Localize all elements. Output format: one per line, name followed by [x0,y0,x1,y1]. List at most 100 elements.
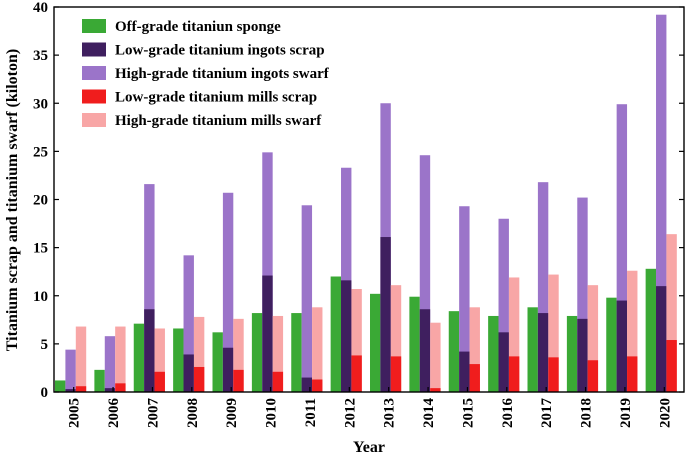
legend-swatch-2 [82,66,106,80]
x-tick-label: 2006 [106,398,122,429]
bar-high-grade-titanium-ingots-swarf-2007 [144,184,155,392]
bars-group [55,14,677,393]
legend-swatch-4 [82,113,106,127]
x-tick-label: 2011 [303,398,319,427]
bar-low-grade-titanium-mills-scrap-2010 [272,371,284,392]
bar-low-grade-titanium-mills-scrap-2016 [508,356,520,392]
bar-high-grade-titanium-mills-swarf-2010 [272,315,284,392]
axes-group: 0 5 10 15 20 25 30 35 40 2005 2006 2007 2008 2009 2010… [33,0,684,428]
bar-low-grade-titanium-mills-scrap-2006 [115,383,126,392]
bar-off-grade-titaniun-sponge-2005 [55,380,66,392]
bar-off-grade-titaniun-sponge-2018 [566,315,578,392]
bar-high-grade-titanium-ingots-swarf-2020 [656,14,667,392]
y-tick-label: 35 [33,48,48,64]
bar-high-grade-titanium-ingots-swarf-2019 [616,104,628,393]
bar-high-grade-titanium-mills-swarf-2020 [666,234,677,392]
legend-label-4: High-grade titanium mills swarf [115,113,322,129]
bar-low-grade-titanium-ingots-scrap-2008 [183,354,194,392]
bar-low-grade-titanium-ingots-scrap-2014 [419,309,431,392]
x-tick-label: 2016 [500,398,516,429]
x-tick-label: 2015 [460,398,476,428]
bar-off-grade-titaniun-sponge-2008 [173,328,184,392]
y-tick-label: 40 [33,0,48,16]
bar-high-grade-titanium-ingots-swarf-2017 [537,182,549,392]
bar-high-grade-titanium-mills-swarf-2016 [508,277,520,392]
bar-high-grade-titanium-ingots-swarf-2018 [577,197,588,392]
x-tick-label: 2005 [67,398,83,428]
bar-high-grade-titanium-mills-swarf-2007 [154,328,165,392]
bar-high-grade-titanium-ingots-swarf-2011 [301,205,313,392]
bar-low-grade-titanium-mills-scrap-2005 [75,386,87,392]
legend: Off-grade titaniun sponge Low-grade titan… [82,19,330,129]
x-axis-title: Year [353,439,385,456]
bar-off-grade-titaniun-sponge-2020 [645,268,657,392]
legend-swatch-1 [82,42,106,57]
legend-label-2: High-grade titanium ingots swarf [115,66,330,82]
bar-low-grade-titanium-ingots-scrap-2018 [577,318,588,392]
bar-off-grade-titaniun-sponge-2015 [448,311,460,392]
y-tick-label: 25 [33,144,48,160]
bar-high-grade-titanium-mills-swarf-2013 [390,285,402,392]
y-tick-label: 5 [41,337,49,353]
bar-high-grade-titanium-mills-swarf-2008 [193,316,205,392]
bar-off-grade-titaniun-sponge-2007 [133,323,145,392]
x-tick-label: 2019 [618,398,634,428]
bar-high-grade-titanium-ingots-swarf-2005 [65,349,76,392]
bar-low-grade-titanium-mills-scrap-2012 [351,355,362,392]
y-tick-label: 20 [33,193,48,209]
bar-low-grade-titanium-mills-scrap-2013 [390,356,402,392]
bar-low-grade-titanium-ingots-scrap-2019 [616,300,628,392]
x-tick-label: 2017 [539,398,555,429]
bar-high-grade-titanium-ingots-swarf-2015 [459,206,470,392]
y-tick-label: 30 [33,96,48,112]
legend-label-0: Off-grade titaniun sponge [115,19,281,35]
bar-high-grade-titanium-ingots-swarf-2010 [262,152,273,392]
bar-high-grade-titanium-ingots-swarf-2014 [419,155,431,392]
bar-off-grade-titaniun-sponge-2010 [251,313,263,392]
x-tick-label: 2008 [185,398,201,428]
bar-low-grade-titanium-ingots-scrap-2005 [65,389,76,392]
x-tick-label: 2012 [342,398,358,428]
x-tick-label: 2014 [421,398,437,429]
bar-high-grade-titanium-mills-swarf-2009 [233,318,244,392]
bar-off-grade-titaniun-sponge-2016 [488,315,499,392]
bar-low-grade-titanium-ingots-scrap-2015 [459,351,470,392]
bar-high-grade-titanium-mills-swarf-2011 [312,307,323,392]
y-tick-label: 0 [41,385,49,401]
bar-high-grade-titanium-mills-swarf-2012 [351,289,362,392]
bar-low-grade-titanium-mills-scrap-2007 [154,371,165,392]
bar-low-grade-titanium-mills-scrap-2011 [312,379,323,392]
bar-low-grade-titanium-mills-scrap-2008 [193,366,205,392]
bar-high-grade-titanium-ingots-swarf-2012 [341,167,352,392]
bar-low-grade-titanium-mills-scrap-2014 [430,388,441,392]
bar-off-grade-titaniun-sponge-2006 [94,369,105,392]
bar-low-grade-titanium-ingots-scrap-2020 [656,286,667,393]
legend-swatch-0 [82,19,106,33]
bar-high-grade-titanium-ingots-swarf-2006 [104,336,116,392]
bar-off-grade-titaniun-sponge-2013 [370,293,381,392]
bar-high-grade-titanium-mills-swarf-2019 [627,270,638,392]
y-tick-label: 10 [33,289,48,305]
bar-high-grade-titanium-mills-swarf-2018 [587,285,599,392]
x-tick-label: 2010 [264,398,280,428]
bar-off-grade-titaniun-sponge-2009 [212,332,223,392]
bar-low-grade-titanium-ingots-scrap-2016 [498,332,509,392]
bar-low-grade-titanium-mills-scrap-2009 [233,369,244,392]
bar-low-grade-titanium-ingots-scrap-2009 [222,347,234,392]
bar-high-grade-titanium-mills-swarf-2005 [75,326,87,392]
x-tick-label: 2009 [224,398,240,428]
bar-low-grade-titanium-ingots-scrap-2017 [537,313,549,392]
bar-low-grade-titanium-ingots-scrap-2013 [380,237,391,392]
bar-low-grade-titanium-mills-scrap-2017 [548,357,559,392]
x-tick-label: 2018 [579,398,595,428]
bar-high-grade-titanium-ingots-swarf-2008 [183,255,194,392]
x-tick-label: 2020 [657,398,673,428]
bar-high-grade-titanium-mills-swarf-2017 [548,274,559,392]
bar-high-grade-titanium-ingots-swarf-2009 [222,192,234,392]
bar-low-grade-titanium-mills-scrap-2018 [587,360,599,392]
bar-low-grade-titanium-ingots-scrap-2007 [144,309,155,392]
y-axis-title: Titanium scrap and titanium swarf (kilot… [4,49,21,351]
bar-high-grade-titanium-mills-swarf-2006 [115,326,126,392]
bar-low-grade-titanium-mills-scrap-2015 [469,364,480,392]
